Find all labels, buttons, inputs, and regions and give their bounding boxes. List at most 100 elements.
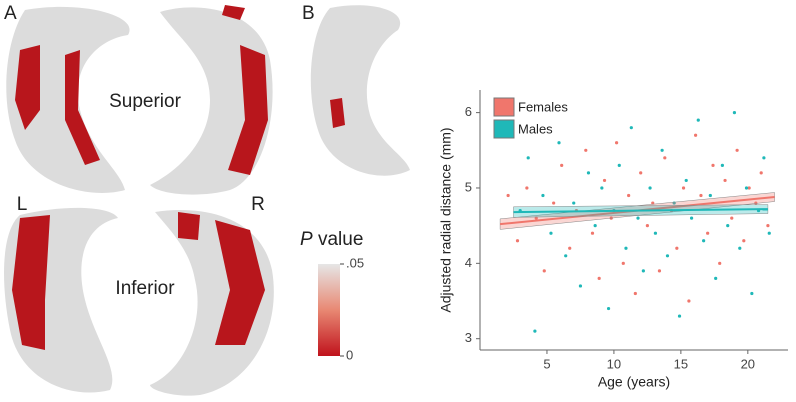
point [560,163,564,167]
scatter-chart: 3 4 5 6 5 10 15 20 Age (years) Adjusted radial di… [438,90,788,390]
point [754,201,758,205]
point [641,269,645,273]
view-label: Superior [109,91,181,112]
surfaces [4,5,410,396]
point [552,201,556,205]
x-tick-label: 15 [674,356,688,371]
colorbar-title: P value [300,229,363,250]
point [730,216,734,220]
point [684,178,688,183]
x-tick-label: 20 [741,356,755,371]
point [689,216,694,220]
surface-b [310,5,410,176]
point [525,186,529,190]
point [694,133,698,137]
y-tick-label: 6 [465,104,472,119]
hemisphere-label: L [17,194,28,215]
hemisphere-label: R [251,194,265,215]
point [681,186,686,190]
red-region [228,45,268,175]
point [600,186,604,190]
point [639,171,643,175]
point [614,141,619,145]
point [542,269,546,273]
point [699,193,703,198]
point [677,314,682,318]
point [645,224,649,228]
point [732,111,737,115]
point [702,239,706,243]
point [708,193,712,198]
point [696,118,700,122]
point [648,186,652,190]
point [557,141,561,145]
panel-label: B [302,3,315,24]
point [738,246,742,250]
red-region [215,220,265,345]
point [665,254,670,258]
fit-line [513,208,768,214]
colorbar-title-p: P [300,229,313,250]
point [584,148,588,152]
view-label: Inferior [115,278,175,299]
colorbar-ticks: .05 0 [340,255,364,362]
point [621,261,625,265]
point [663,156,667,160]
point [568,246,572,250]
y-tick-label: 3 [465,330,472,345]
red-region [65,50,100,165]
point [744,186,749,190]
point [541,193,545,198]
colorbar-tick-label: .05 [346,255,364,270]
point [735,148,739,152]
point [706,231,710,235]
point [636,216,640,220]
point [534,216,538,220]
red-region [12,215,50,350]
point [629,126,633,130]
legend-swatch [493,97,515,117]
y-tick-label: 4 [465,255,472,270]
point [762,156,766,160]
x-tick-label: 5 [543,356,550,371]
point [767,231,771,235]
point [627,193,631,198]
x-tick-label: 10 [607,356,621,371]
point [726,224,730,228]
point [515,239,520,243]
point [617,163,621,167]
y-axis-label: Adjusted radial distance (mm) [438,127,454,312]
red-region [222,5,245,20]
y-tick-label: 5 [465,179,472,194]
point [606,306,611,311]
point [742,239,746,243]
panel-label: A [4,3,17,24]
colorbar-title-rest: value [318,229,363,250]
x-axis-label: Age (years) [598,374,670,390]
point [720,163,724,167]
point [526,156,530,160]
point [766,224,770,228]
point [549,231,553,235]
point [759,171,763,175]
red-region [15,45,40,130]
point [657,269,662,273]
point [602,178,607,183]
point [750,291,754,296]
point [506,193,510,198]
point [711,163,715,167]
point [747,186,751,190]
point [564,254,568,258]
point [578,284,583,288]
point [624,246,628,250]
legend-label: Females [518,99,568,114]
point [533,329,537,333]
point [675,246,679,250]
point [590,231,595,235]
point [687,299,691,303]
point [597,276,601,281]
point [723,178,727,183]
colorbar-tick-label: 0 [346,347,353,362]
point [593,224,597,228]
